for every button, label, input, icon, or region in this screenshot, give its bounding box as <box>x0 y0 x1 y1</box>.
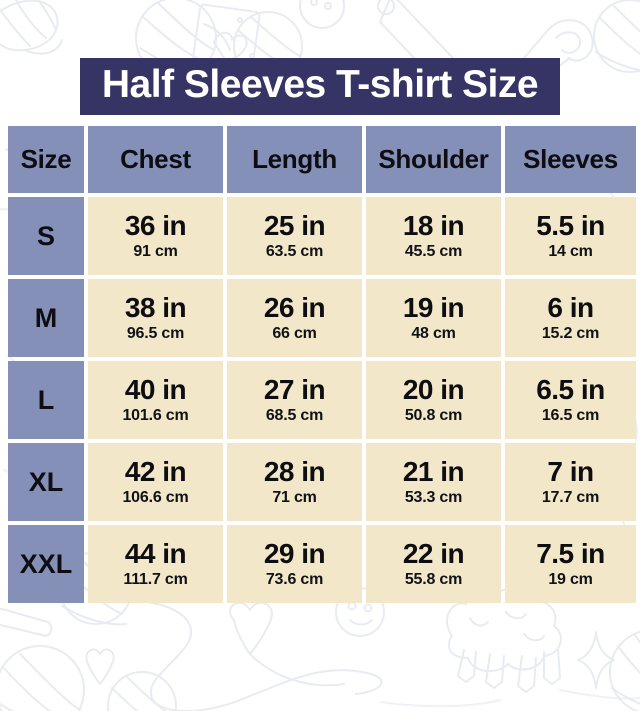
shoulder-cm: 45.5 cm <box>404 243 463 261</box>
length-cm: 66 cm <box>272 325 317 343</box>
sleeves-cell: 5.5 in 14 cm <box>505 197 636 275</box>
sleeves-cm: 17.7 cm <box>541 489 600 507</box>
sleeves-cm: 19 cm <box>548 571 593 589</box>
column-header-size: Size <box>8 126 84 193</box>
chest-cm: 111.7 cm <box>123 571 188 589</box>
length-cell: 29 in 73.6 cm <box>227 525 362 603</box>
shoulder-cell: 19 in 48 cm <box>366 279 501 357</box>
sleeves-cell: 6 in 15.2 cm <box>505 279 636 357</box>
length-inches: 29 in <box>263 537 326 569</box>
chest-inches: 38 in <box>124 291 187 323</box>
table-header-row: Size Chest Length Shoulder Sleeves <box>8 126 636 193</box>
shoulder-cm: 50.8 cm <box>404 407 463 425</box>
length-cm: 73.6 cm <box>265 571 324 589</box>
chest-cell: 38 in 96.5 cm <box>88 279 223 357</box>
length-cell: 28 in 71 cm <box>227 443 362 521</box>
shoulder-cell: 20 in 50.8 cm <box>366 361 501 439</box>
sleeves-cm: 15.2 cm <box>541 325 600 343</box>
length-cell: 26 in 66 cm <box>227 279 362 357</box>
chest-cm: 96.5 cm <box>126 325 185 343</box>
shoulder-inches: 22 in <box>402 537 465 569</box>
chest-cell: 42 in 106.6 cm <box>88 443 223 521</box>
table-row: S 36 in 91 cm 25 in 63.5 cm 18 in 45.5 c… <box>8 197 636 275</box>
shoulder-cell: 22 in 55.8 cm <box>366 525 501 603</box>
title-container: Half Sleeves T-shirt Size <box>0 58 640 115</box>
chest-cell: 36 in 91 cm <box>88 197 223 275</box>
sleeves-inches: 5.5 in <box>536 209 605 241</box>
shoulder-cell: 18 in 45.5 cm <box>366 197 501 275</box>
table-row: M 38 in 96.5 cm 26 in 66 cm 19 in 48 cm … <box>8 279 636 357</box>
size-label: XXL <box>8 525 84 603</box>
sleeves-inches: 7 in <box>547 455 594 487</box>
sleeves-cell: 7 in 17.7 cm <box>505 443 636 521</box>
size-label: L <box>8 361 84 439</box>
length-cm: 68.5 cm <box>265 407 324 425</box>
chest-inches: 40 in <box>124 373 187 405</box>
length-cm: 71 cm <box>272 489 317 507</box>
size-label: M <box>8 279 84 357</box>
length-cell: 25 in 63.5 cm <box>227 197 362 275</box>
chest-inches: 42 in <box>124 455 187 487</box>
column-header-chest: Chest <box>88 126 223 193</box>
sleeves-inches: 6 in <box>547 291 594 323</box>
length-inches: 28 in <box>263 455 326 487</box>
sleeves-cell: 7.5 in 19 cm <box>505 525 636 603</box>
column-header-sleeves: Sleeves <box>505 126 636 193</box>
table-row: XL 42 in 106.6 cm 28 in 71 cm 21 in 53.3… <box>8 443 636 521</box>
page-title: Half Sleeves T-shirt Size <box>79 58 561 115</box>
sleeves-cm: 16.5 cm <box>541 407 600 425</box>
length-inches: 25 in <box>263 209 326 241</box>
shoulder-cm: 55.8 cm <box>404 571 463 589</box>
chest-inches: 36 in <box>124 209 187 241</box>
sleeves-cell: 6.5 in 16.5 cm <box>505 361 636 439</box>
chest-cell: 44 in 111.7 cm <box>88 525 223 603</box>
chest-cm: 101.6 cm <box>122 407 189 425</box>
sleeves-inches: 7.5 in <box>536 537 605 569</box>
size-table: Size Chest Length Shoulder Sleeves S 36 … <box>8 126 636 603</box>
chest-cm: 106.6 cm <box>122 489 189 507</box>
chest-cell: 40 in 101.6 cm <box>88 361 223 439</box>
shoulder-inches: 18 in <box>402 209 465 241</box>
column-header-length: Length <box>227 126 362 193</box>
sleeves-cm: 14 cm <box>548 243 593 261</box>
shoulder-cell: 21 in 53.3 cm <box>366 443 501 521</box>
length-inches: 26 in <box>263 291 326 323</box>
column-header-shoulder: Shoulder <box>366 126 501 193</box>
length-cm: 63.5 cm <box>265 243 324 261</box>
length-inches: 27 in <box>263 373 326 405</box>
size-label: S <box>8 197 84 275</box>
chest-inches: 44 in <box>124 537 187 569</box>
shoulder-inches: 20 in <box>402 373 465 405</box>
length-cell: 27 in 68.5 cm <box>227 361 362 439</box>
table-row: XXL 44 in 111.7 cm 29 in 73.6 cm 22 in 5… <box>8 525 636 603</box>
sleeves-inches: 6.5 in <box>536 373 605 405</box>
shoulder-cm: 48 cm <box>411 325 456 343</box>
chest-cm: 91 cm <box>133 243 178 261</box>
size-label: XL <box>8 443 84 521</box>
shoulder-cm: 53.3 cm <box>404 489 463 507</box>
shoulder-inches: 21 in <box>402 455 465 487</box>
shoulder-inches: 19 in <box>402 291 465 323</box>
table-row: L 40 in 101.6 cm 27 in 68.5 cm 20 in 50.… <box>8 361 636 439</box>
